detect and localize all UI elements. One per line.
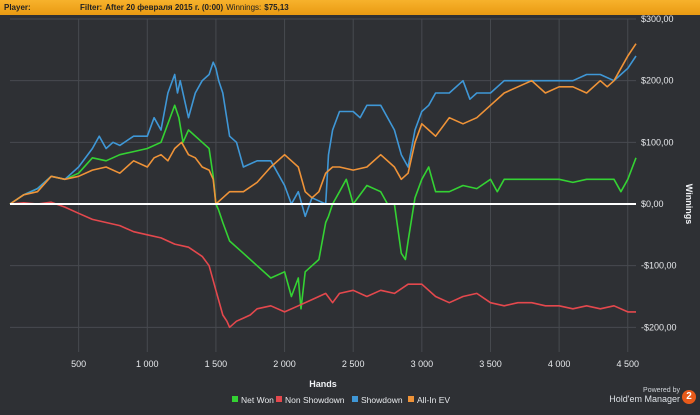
legend-swatch: [352, 396, 358, 402]
legend-label: Non Showdown: [285, 395, 345, 405]
y-tick-label: -$200,00: [641, 322, 677, 332]
legend: Net Won Non Showdown Showdown All-In EV: [232, 395, 450, 405]
filter-summary[interactable]: Filter: After 20 февраля 2015 г. (0:00) …: [80, 0, 289, 15]
filter-label: Filter:: [80, 3, 103, 12]
powered-by-text: Powered by: [643, 387, 680, 394]
product-name: Hold'em Manager: [609, 394, 680, 404]
plot-area: [10, 19, 636, 352]
y-tick-label: $0,00: [641, 199, 664, 209]
x-axis-label: Hands: [309, 379, 337, 389]
legend-label: All-In EV: [417, 395, 450, 405]
x-axis-ticks: 500 1 000 1 500 2 000 2 500 3 000 3 500 4 000 4 …: [71, 359, 639, 369]
filter-value: After 20 февраля 2015 г. (0:00): [105, 3, 224, 12]
filter-bar: Player: Filter: After 20 февраля 2015 г.…: [0, 0, 700, 15]
winnings-label: Winnings:: [226, 3, 262, 12]
series-line-non-showdown: [9, 201, 636, 329]
legend-label: Net Won: [241, 395, 274, 405]
series-line-all-in-ev: [9, 43, 637, 205]
x-tick-label: 1 500: [205, 359, 228, 369]
version-badge: 2: [682, 390, 696, 404]
series-lines: [9, 43, 637, 329]
y-tick-label: $100,00: [641, 137, 674, 147]
holdem-manager-logo: Powered by Hold'em Manager 2: [609, 386, 696, 404]
winnings-graph[interactable]: 500 1 000 1 500 2 000 2 500 3 000 3 500 4 000 4 …: [0, 14, 700, 410]
x-tick-label: 500: [71, 359, 86, 369]
series-line-net-won: [9, 104, 637, 310]
x-tick-label: 1 000: [136, 359, 159, 369]
player-label: Player:: [4, 3, 31, 12]
y-tick-label: $200,00: [641, 76, 674, 86]
x-tick-label: 2 000: [273, 359, 296, 369]
x-tick-label: 3 500: [479, 359, 502, 369]
x-tick-label: 4 500: [616, 359, 639, 369]
winnings-value: $75,13: [264, 3, 289, 12]
y-axis-ticks: $300,00 $200,00 $100,00 $0,00 -$100,00 -$200,…: [641, 14, 677, 332]
legend-swatch: [232, 396, 238, 402]
legend-swatch: [276, 396, 282, 402]
legend-label: Showdown: [361, 395, 403, 405]
legend-swatch: [408, 396, 414, 402]
series-line-showdown: [9, 55, 637, 218]
y-tick-label: $300,00: [641, 15, 674, 24]
y-axis-label: Winnings: [684, 184, 694, 224]
x-tick-label: 3 000: [411, 359, 434, 369]
x-tick-label: 2 500: [342, 359, 365, 369]
graph-svg: 500 1 000 1 500 2 000 2 500 3 000 3 500 4 000 4 …: [9, 14, 694, 405]
x-tick-label: 4 000: [548, 359, 571, 369]
y-tick-label: -$100,00: [641, 261, 677, 271]
